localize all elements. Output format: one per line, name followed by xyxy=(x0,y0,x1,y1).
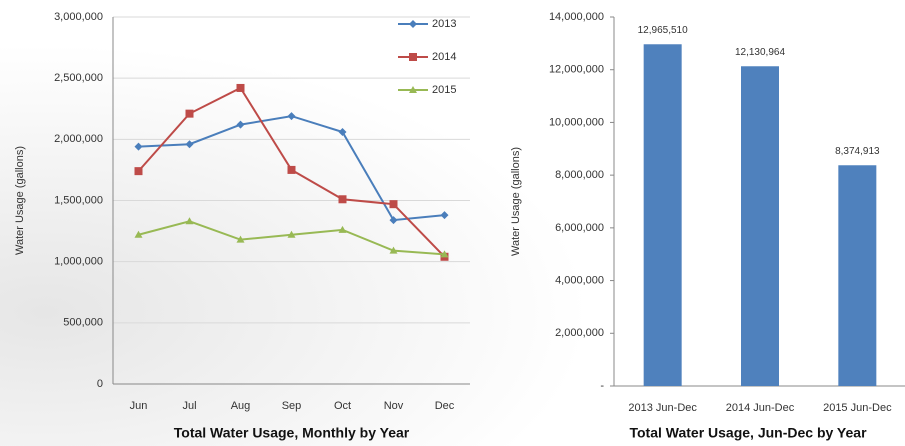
x-tick-label: Dec xyxy=(435,400,455,412)
x-tick-label: 2013 Jun-Dec xyxy=(628,402,697,414)
point xyxy=(288,166,296,174)
legend-label: 2014 xyxy=(432,51,456,63)
y-tick-label: 3,000,000 xyxy=(54,11,103,23)
legend-label: 2013 xyxy=(432,18,456,30)
y-tick-label: 8,000,000 xyxy=(555,169,604,181)
x-tick-label: 2015 Jun-Dec xyxy=(823,402,892,414)
y-tick-label: 4,000,000 xyxy=(555,274,604,286)
y-tick-label: 1,000,000 xyxy=(54,256,103,268)
x-tick-label: Nov xyxy=(384,400,404,412)
chart-title: Total Water Usage, Jun-Dec by Year xyxy=(629,425,867,441)
y-tick-label: 2,000,000 xyxy=(555,327,604,339)
point xyxy=(237,84,245,92)
y-tick-label: - xyxy=(600,380,604,392)
x-tick-label: 2014 Jun-Dec xyxy=(726,402,795,414)
point xyxy=(135,167,143,175)
bar xyxy=(644,44,682,386)
y-tick-label: 14,000,000 xyxy=(549,11,604,23)
x-tick-label: Jul xyxy=(182,400,196,412)
x-tick-label: Oct xyxy=(334,400,351,412)
value-label: 12,130,964 xyxy=(735,47,785,58)
bar xyxy=(741,66,779,386)
legend-marker xyxy=(409,53,417,61)
value-label: 8,374,913 xyxy=(835,146,880,157)
y-tick-label: 6,000,000 xyxy=(555,222,604,234)
y-tick-label: 0 xyxy=(97,378,103,390)
y-axis-title: Water Usage (gallons) xyxy=(510,147,522,256)
chart-title: Total Water Usage, Monthly by Year xyxy=(174,425,410,441)
y-axis-title: Water Usage (gallons) xyxy=(14,146,26,255)
x-tick-label: Sep xyxy=(282,400,302,412)
legend-label: 2015 xyxy=(432,84,456,96)
y-tick-label: 10,000,000 xyxy=(549,116,604,128)
y-tick-label: 2,000,000 xyxy=(54,133,103,145)
y-tick-label: 2,500,000 xyxy=(54,72,103,84)
y-tick-label: 1,500,000 xyxy=(54,194,103,206)
y-tick-label: 500,000 xyxy=(63,317,103,329)
point xyxy=(339,195,347,203)
x-tick-label: Jun xyxy=(130,400,148,412)
point xyxy=(390,200,398,208)
y-tick-label: 12,000,000 xyxy=(549,64,604,76)
point xyxy=(186,110,194,118)
bar xyxy=(838,165,876,386)
x-tick-label: Aug xyxy=(231,400,251,412)
value-label: 12,965,510 xyxy=(638,25,688,36)
dashboard: 0 500,000 1,000,000 1,500,000 2,000,000 2,500… xyxy=(0,0,905,446)
